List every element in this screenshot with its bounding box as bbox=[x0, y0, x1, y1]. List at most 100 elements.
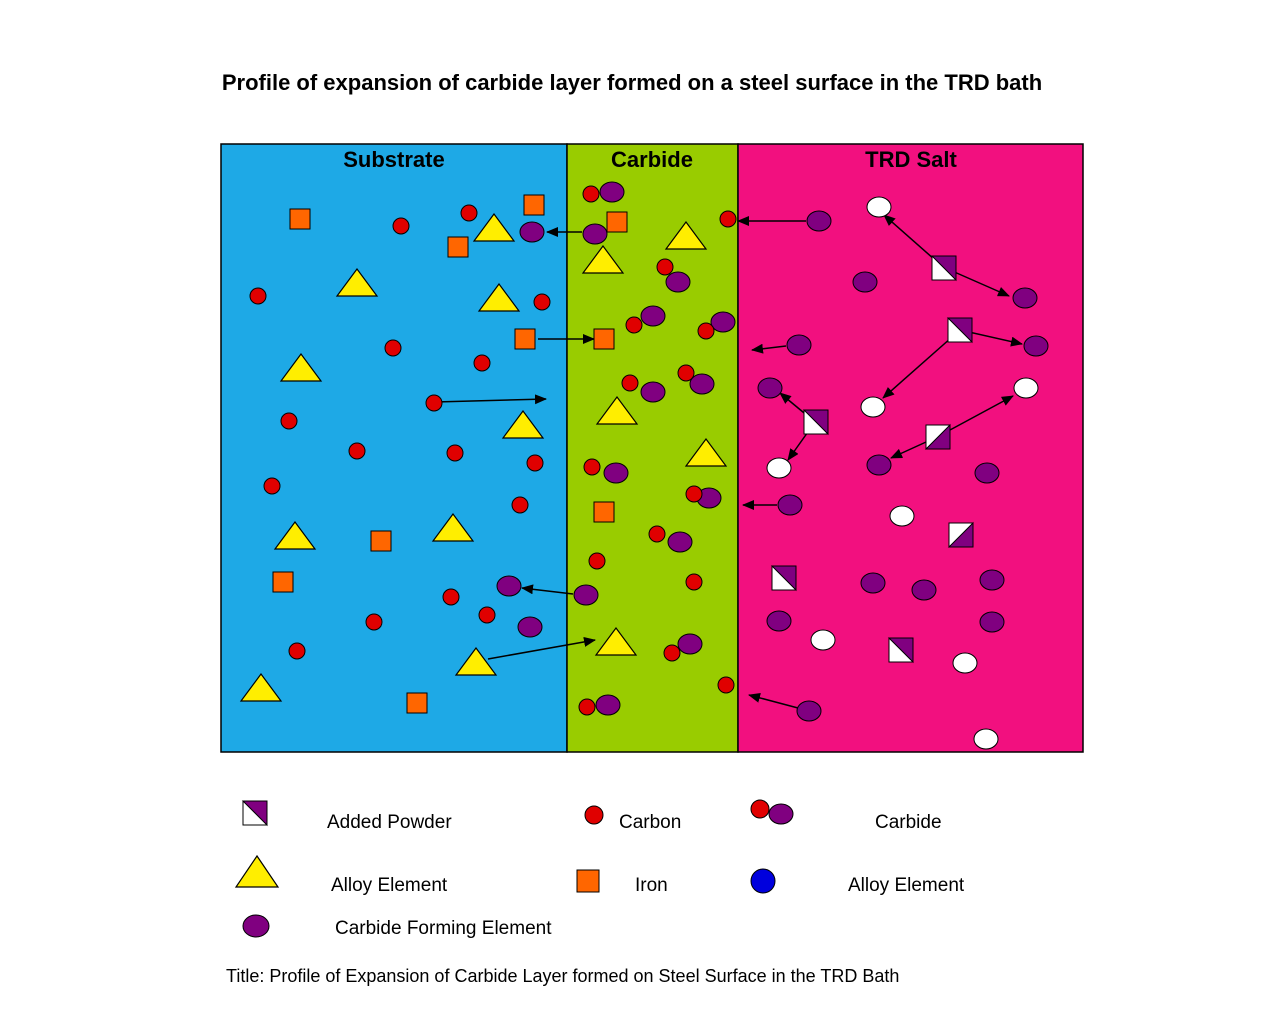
carbon-dot bbox=[526, 454, 544, 472]
added-powder-square bbox=[930, 255, 957, 282]
arrow bbox=[434, 394, 547, 405]
legend-carbide-icon bbox=[750, 799, 794, 825]
purple-particle bbox=[667, 531, 693, 553]
alloy-triangle bbox=[684, 437, 728, 467]
purple-particle bbox=[710, 311, 736, 333]
diagram-title: Profile of expansion of carbide layer fo… bbox=[221, 70, 1043, 95]
legend-alloy-element-blue-icon bbox=[750, 868, 776, 894]
legend-added-powder-icon bbox=[241, 800, 268, 827]
carbon-dot bbox=[365, 613, 383, 631]
arrow bbox=[882, 329, 961, 399]
carbon-dot bbox=[425, 394, 443, 412]
purple-particle bbox=[573, 584, 599, 606]
carbon-dot bbox=[656, 258, 674, 276]
legend-label-alloy-element: Alloy Element bbox=[331, 875, 448, 896]
alloy-triangle bbox=[664, 220, 708, 250]
white-particle bbox=[1013, 377, 1039, 399]
purple-particle bbox=[519, 221, 545, 243]
added-powder-square bbox=[946, 317, 973, 344]
added-powder-square bbox=[802, 409, 829, 436]
legend-alloy-element-icon bbox=[234, 854, 280, 888]
legend-label-alloy-element-blue: Alloy Element bbox=[848, 875, 965, 896]
purple-particle bbox=[1012, 287, 1038, 309]
alloy-triangle bbox=[501, 409, 545, 439]
arrow bbox=[748, 692, 799, 709]
purple-particle bbox=[677, 633, 703, 655]
figure-caption: Title: Profile of Expansion of Carbide L… bbox=[226, 966, 900, 986]
purple-particle bbox=[911, 579, 937, 601]
legend-label-carbide: Carbide bbox=[875, 812, 942, 833]
arrow bbox=[751, 343, 787, 354]
legend-carbide-forming-icon bbox=[242, 914, 270, 938]
iron-particles bbox=[272, 194, 628, 714]
iron-square bbox=[593, 501, 615, 523]
added-powder-square bbox=[770, 565, 797, 592]
iron-square bbox=[514, 328, 536, 350]
added-powder-square bbox=[887, 637, 914, 664]
carbon-dot bbox=[288, 642, 306, 660]
white-particle bbox=[860, 396, 886, 418]
alloy-triangle bbox=[595, 395, 639, 425]
carbon-dot bbox=[442, 588, 460, 606]
carbide-forming-particles bbox=[496, 181, 1049, 722]
legend-iron-icon bbox=[576, 869, 600, 893]
carbon-dot bbox=[663, 644, 681, 662]
purple-particle bbox=[757, 377, 783, 399]
alloy-triangle bbox=[594, 626, 638, 656]
legend-label-carbide-forming: Carbide Forming Element bbox=[335, 918, 552, 939]
iron-square bbox=[447, 236, 469, 258]
purple-particle bbox=[517, 616, 543, 638]
purple-particle bbox=[595, 694, 621, 716]
iron-square bbox=[272, 571, 294, 593]
legend-label-added-powder: Added Powder bbox=[327, 812, 452, 833]
purple-particle bbox=[796, 700, 822, 722]
carbon-dot bbox=[582, 185, 600, 203]
carbon-dot bbox=[533, 293, 551, 311]
carbon-dot bbox=[717, 676, 735, 694]
purple-particle bbox=[866, 454, 892, 476]
carbon-dot bbox=[578, 698, 596, 716]
white-particle bbox=[866, 196, 892, 218]
purple-particle bbox=[974, 462, 1000, 484]
alloy-triangle bbox=[335, 267, 379, 297]
white-particle bbox=[952, 652, 978, 674]
legend-carbon-icon bbox=[584, 805, 604, 825]
purple-particle bbox=[777, 494, 803, 516]
carbon-dot bbox=[446, 444, 464, 462]
carbon-dot bbox=[384, 339, 402, 357]
zone-label-substrate: Substrate bbox=[343, 147, 444, 172]
zone-label-carbide: Carbide bbox=[611, 147, 693, 172]
alloy-triangle bbox=[273, 520, 317, 550]
carbon-dot bbox=[348, 442, 366, 460]
carbon-dot bbox=[625, 316, 643, 334]
arrow bbox=[521, 584, 574, 595]
added-powder-square bbox=[924, 423, 951, 450]
carbon-dot bbox=[280, 412, 298, 430]
purple-particle bbox=[979, 569, 1005, 591]
alloy-triangle bbox=[472, 212, 516, 242]
purple-particle bbox=[806, 210, 832, 232]
purple-particle bbox=[496, 575, 522, 597]
carbon-dot bbox=[719, 210, 737, 228]
white-particle bbox=[810, 629, 836, 651]
purple-particle bbox=[665, 271, 691, 293]
purple-particle bbox=[979, 611, 1005, 633]
carbon-particles bbox=[249, 185, 737, 716]
purple-particle bbox=[689, 373, 715, 395]
purple-particle bbox=[603, 462, 629, 484]
alloy-triangle bbox=[477, 282, 521, 312]
legend: Added Powder Carbon Carbide Alloy Elemen… bbox=[234, 799, 965, 939]
iron-square bbox=[406, 692, 428, 714]
alloy-triangle bbox=[279, 352, 323, 382]
legend-label-iron: Iron bbox=[635, 875, 668, 896]
carbon-dot bbox=[473, 354, 491, 372]
iron-square bbox=[289, 208, 311, 230]
alloy-triangle bbox=[581, 244, 625, 274]
iron-square bbox=[370, 530, 392, 552]
white-particles bbox=[766, 196, 1039, 750]
purple-particle bbox=[1023, 335, 1049, 357]
carbon-dot bbox=[685, 573, 703, 591]
carbon-dot bbox=[249, 287, 267, 305]
added-powder-particles bbox=[770, 255, 974, 664]
